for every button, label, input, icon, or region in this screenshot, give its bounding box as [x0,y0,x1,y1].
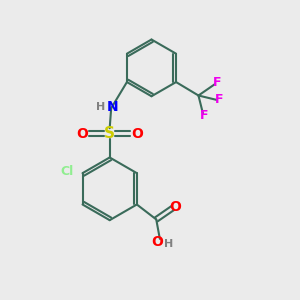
Text: H: H [96,102,105,112]
Text: F: F [200,109,209,122]
Text: O: O [152,235,164,249]
Text: Cl: Cl [60,165,74,178]
Text: H: H [164,238,173,249]
Text: S: S [104,126,115,141]
Text: O: O [170,200,182,214]
Text: O: O [76,127,88,141]
Text: O: O [131,127,143,141]
Text: F: F [213,76,221,89]
Text: F: F [215,94,224,106]
Text: N: N [107,100,118,114]
